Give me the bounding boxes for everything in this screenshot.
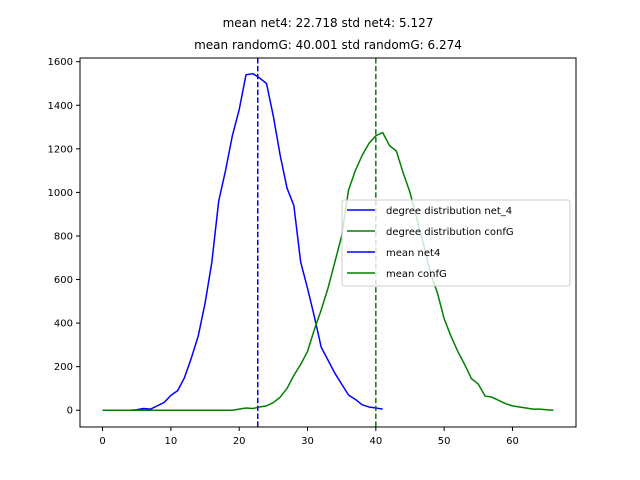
legend-box [341, 199, 571, 287]
x-tick-label: 30 [301, 436, 314, 447]
legend-label: degree distribution confG [386, 227, 514, 238]
legend-label: mean confG [386, 269, 447, 280]
x-tick-label: 0 [99, 436, 105, 447]
chart-title-line-2: mean randomG: 40.001 std randomG: 6.274 [194, 38, 462, 52]
x-tick-label: 60 [506, 436, 519, 447]
chart-title-line-1: mean net4: 22.718 std net4: 5.127 [223, 16, 434, 30]
legend-label: degree distribution net_4 [386, 206, 512, 217]
y-tick-label: 600 [54, 275, 73, 286]
x-tick-label: 50 [438, 436, 451, 447]
axis-ticks: 0 10 20 30 40 50 60020040060080010001200140016… [48, 57, 519, 447]
y-tick-label: 1400 [48, 101, 73, 112]
y-tick-label: 400 [54, 319, 73, 330]
y-tick-label: 1000 [48, 188, 73, 199]
plot-frame [79, 57, 577, 428]
y-tick-label: 0 [67, 406, 73, 417]
y-tick-label: 1600 [48, 57, 73, 68]
x-tick-label: 10 [164, 436, 177, 447]
x-tick-label: 40 [369, 436, 382, 447]
y-tick-label: 1200 [48, 144, 73, 155]
series-line-0 [102, 72, 383, 411]
x-tick-label: 20 [233, 436, 246, 447]
y-tick-label: 200 [54, 362, 73, 373]
series-line-1 [102, 131, 554, 411]
y-tick-label: 800 [54, 231, 73, 242]
legend-label: mean net4 [386, 248, 440, 259]
